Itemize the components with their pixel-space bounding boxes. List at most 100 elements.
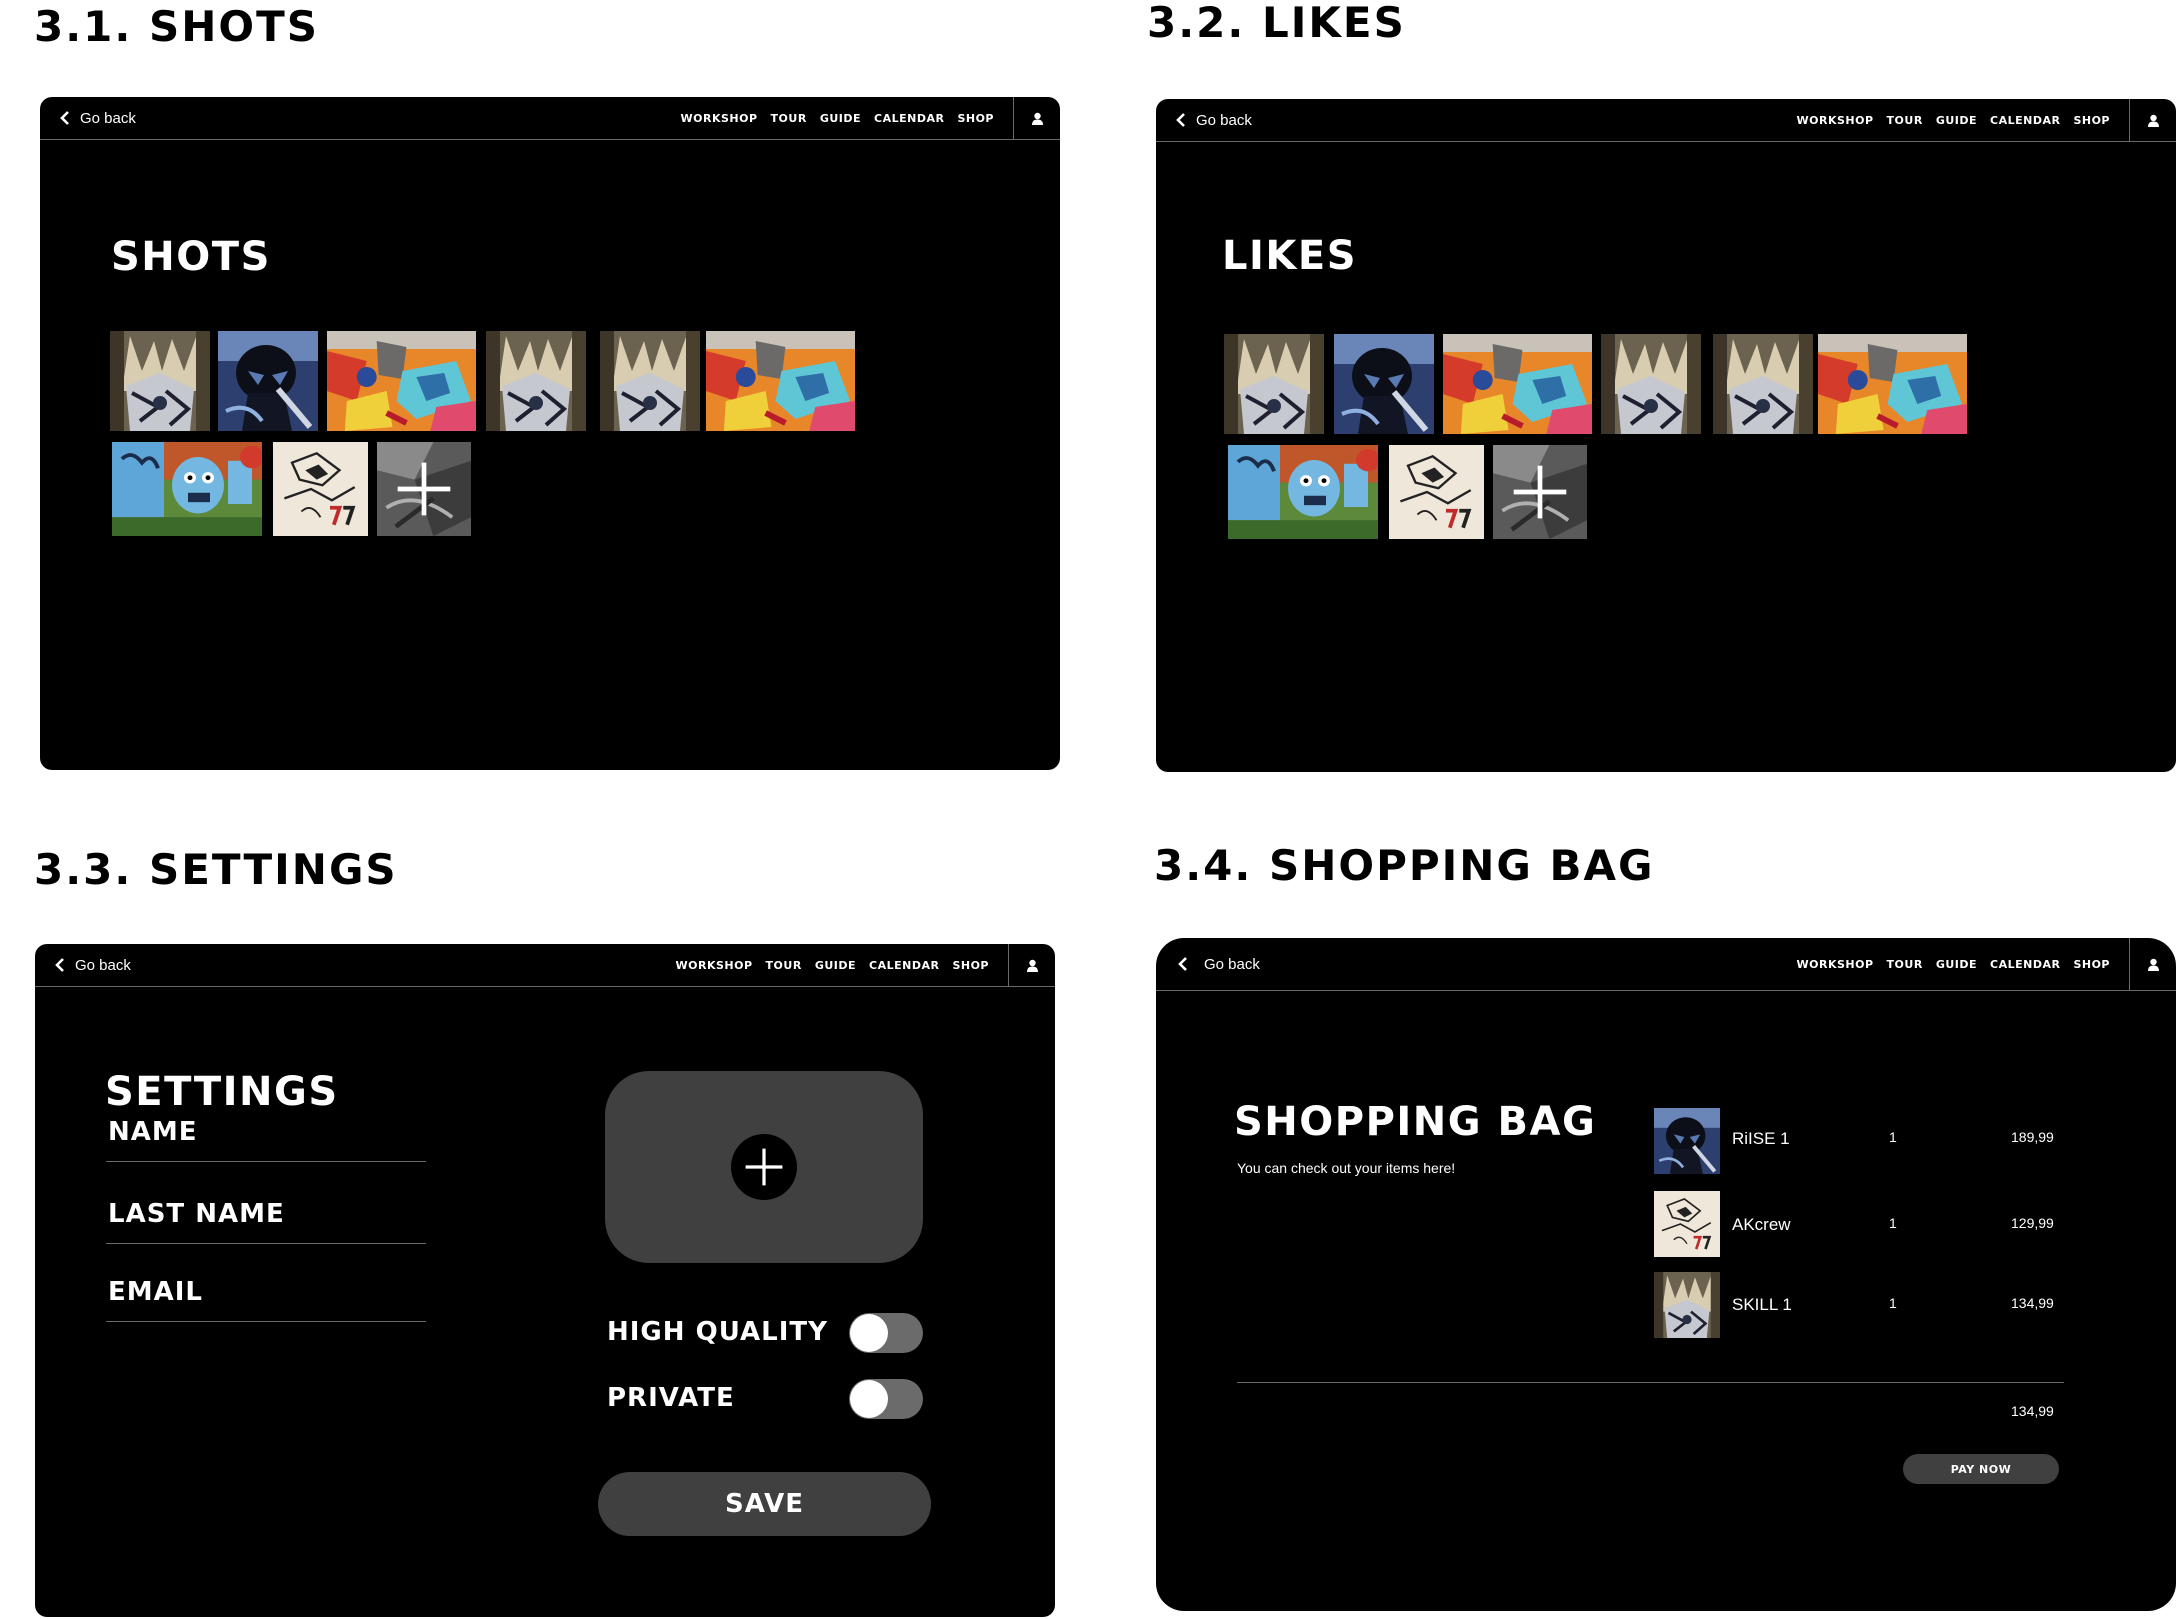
user-icon	[1026, 959, 1039, 972]
user-icon	[2147, 114, 2160, 127]
statue-art	[1224, 334, 1324, 434]
top-bar: Go back Workshop Tour Guide Calendar Sho…	[40, 97, 1060, 140]
bag-item-thumbnail[interactable]	[1654, 1191, 1720, 1257]
top-bar: Go back Workshop Tour Guide Calendar Sho…	[35, 944, 1055, 987]
email-field[interactable]: Email	[106, 1261, 426, 1322]
sketch-art	[1389, 445, 1484, 539]
nav-calendar[interactable]: Calendar	[1990, 113, 2061, 127]
add-shot-button[interactable]	[377, 442, 471, 536]
bag-item-name: RiISE 1	[1732, 1129, 1790, 1148]
liked-thumbnail[interactable]	[1334, 334, 1434, 434]
nav-tour[interactable]: Tour	[765, 958, 802, 972]
liked-thumbnail[interactable]	[1818, 334, 1967, 434]
nav-shop[interactable]: Shop	[952, 958, 989, 972]
chevron-left-icon	[55, 958, 65, 972]
page-title: Shots	[111, 234, 271, 280]
top-bar: Go back Workshop Tour Guide Calendar Sho…	[1156, 99, 2176, 142]
chevron-left-icon	[1178, 957, 1188, 971]
plus-icon	[377, 442, 471, 536]
statue-art	[1601, 334, 1701, 434]
plus-icon	[745, 1148, 783, 1186]
add-like-button[interactable]	[1493, 445, 1587, 539]
nav-workshop[interactable]: Workshop	[1796, 957, 1874, 971]
upload-photo-button[interactable]	[605, 1071, 923, 1263]
sketch-art	[1654, 1191, 1720, 1257]
nav-shop[interactable]: Shop	[2073, 113, 2110, 127]
top-bar: Go back Workshop Tour Guide Calendar Sho…	[1156, 938, 2176, 991]
shot-thumbnail[interactable]	[273, 442, 368, 536]
nav-shop[interactable]: Shop	[957, 111, 994, 125]
nav-calendar[interactable]: Calendar	[1990, 957, 2061, 971]
bag-item-qty: 1	[1889, 1215, 1897, 1231]
likes-screen: Go back Workshop Tour Guide Calendar Sho…	[1156, 99, 2176, 772]
shot-thumbnail[interactable]	[706, 331, 855, 431]
bag-item-price: 129,99	[2011, 1215, 2054, 1231]
nav-tour[interactable]: Tour	[770, 111, 807, 125]
bag-item-thumbnail[interactable]	[1654, 1108, 1720, 1174]
liked-thumbnail[interactable]	[1389, 445, 1484, 539]
toggle-knob	[850, 1380, 888, 1418]
user-button[interactable]	[1008, 944, 1055, 986]
nav-guide[interactable]: Guide	[1935, 113, 1978, 127]
nav-calendar[interactable]: Calendar	[874, 111, 945, 125]
liked-thumbnail[interactable]	[1224, 334, 1324, 434]
liked-thumbnail[interactable]	[1601, 334, 1701, 434]
nav-guide[interactable]: Guide	[1935, 957, 1978, 971]
monster-art	[1228, 445, 1378, 539]
user-button[interactable]	[1013, 97, 1060, 139]
user-button[interactable]	[2129, 99, 2176, 141]
settings-screen: Go back Workshop Tour Guide Calendar Sho…	[35, 944, 1055, 1617]
go-back-button[interactable]: Go back	[1176, 99, 1252, 141]
statue-art	[486, 331, 586, 431]
save-button[interactable]: Save	[598, 1472, 931, 1536]
shot-thumbnail[interactable]	[327, 331, 476, 431]
nav-workshop[interactable]: Workshop	[1796, 113, 1874, 127]
bag-item-price: 134,99	[2011, 1295, 2054, 1311]
name-field[interactable]: Name	[106, 1101, 426, 1162]
chevron-left-icon	[1176, 113, 1186, 127]
private-toggle[interactable]	[849, 1379, 923, 1419]
shot-thumbnail[interactable]	[600, 331, 700, 431]
nav-workshop[interactable]: Workshop	[675, 958, 753, 972]
bag-divider	[1237, 1382, 2064, 1383]
liked-thumbnail[interactable]	[1713, 334, 1813, 434]
toggle-knob	[850, 1314, 888, 1352]
page-title: Settings	[105, 1069, 339, 1115]
liked-thumbnail[interactable]	[1443, 334, 1592, 434]
nav-calendar[interactable]: Calendar	[869, 958, 940, 972]
nav-workshop[interactable]: Workshop	[680, 111, 758, 125]
statue-art	[600, 331, 700, 431]
shot-thumbnail[interactable]	[218, 331, 318, 431]
nav-tour[interactable]: Tour	[1886, 113, 1923, 127]
last-name-field[interactable]: Last name	[106, 1183, 426, 1244]
bag-item-qty: 1	[1889, 1295, 1897, 1311]
statue-art	[110, 331, 210, 431]
main-nav: Workshop Tour Guide Calendar Shop	[676, 944, 989, 986]
pay-now-button[interactable]: Pay now	[1903, 1454, 2059, 1484]
main-nav: Workshop Tour Guide Calendar Shop	[1797, 938, 2110, 990]
go-back-button[interactable]: Go back	[1178, 938, 1260, 990]
high-quality-toggle[interactable]	[849, 1313, 923, 1353]
mural-art	[706, 331, 855, 431]
user-button[interactable]	[2129, 938, 2176, 990]
email-label: Email	[108, 1277, 203, 1307]
bag-item-price: 189,99	[2011, 1129, 2054, 1145]
shot-thumbnail[interactable]	[112, 442, 262, 536]
statue-art	[1713, 334, 1813, 434]
bag-item-thumbnail[interactable]	[1654, 1272, 1720, 1338]
shot-thumbnail[interactable]	[486, 331, 586, 431]
nav-guide[interactable]: Guide	[819, 111, 862, 125]
go-back-button[interactable]: Go back	[60, 97, 136, 139]
nav-guide[interactable]: Guide	[814, 958, 857, 972]
nav-tour[interactable]: Tour	[1886, 957, 1923, 971]
shot-thumbnail[interactable]	[110, 331, 210, 431]
user-icon	[2147, 958, 2160, 971]
liked-thumbnail[interactable]	[1228, 445, 1378, 539]
vader-art	[1334, 334, 1434, 434]
nav-shop[interactable]: Shop	[2073, 957, 2110, 971]
name-label: Name	[108, 1117, 198, 1147]
section-heading-settings: 3.3. Settings	[34, 845, 398, 894]
go-back-button[interactable]: Go back	[55, 944, 131, 986]
user-icon	[1031, 112, 1044, 125]
section-heading-shots: 3.1. Shots	[34, 2, 319, 51]
